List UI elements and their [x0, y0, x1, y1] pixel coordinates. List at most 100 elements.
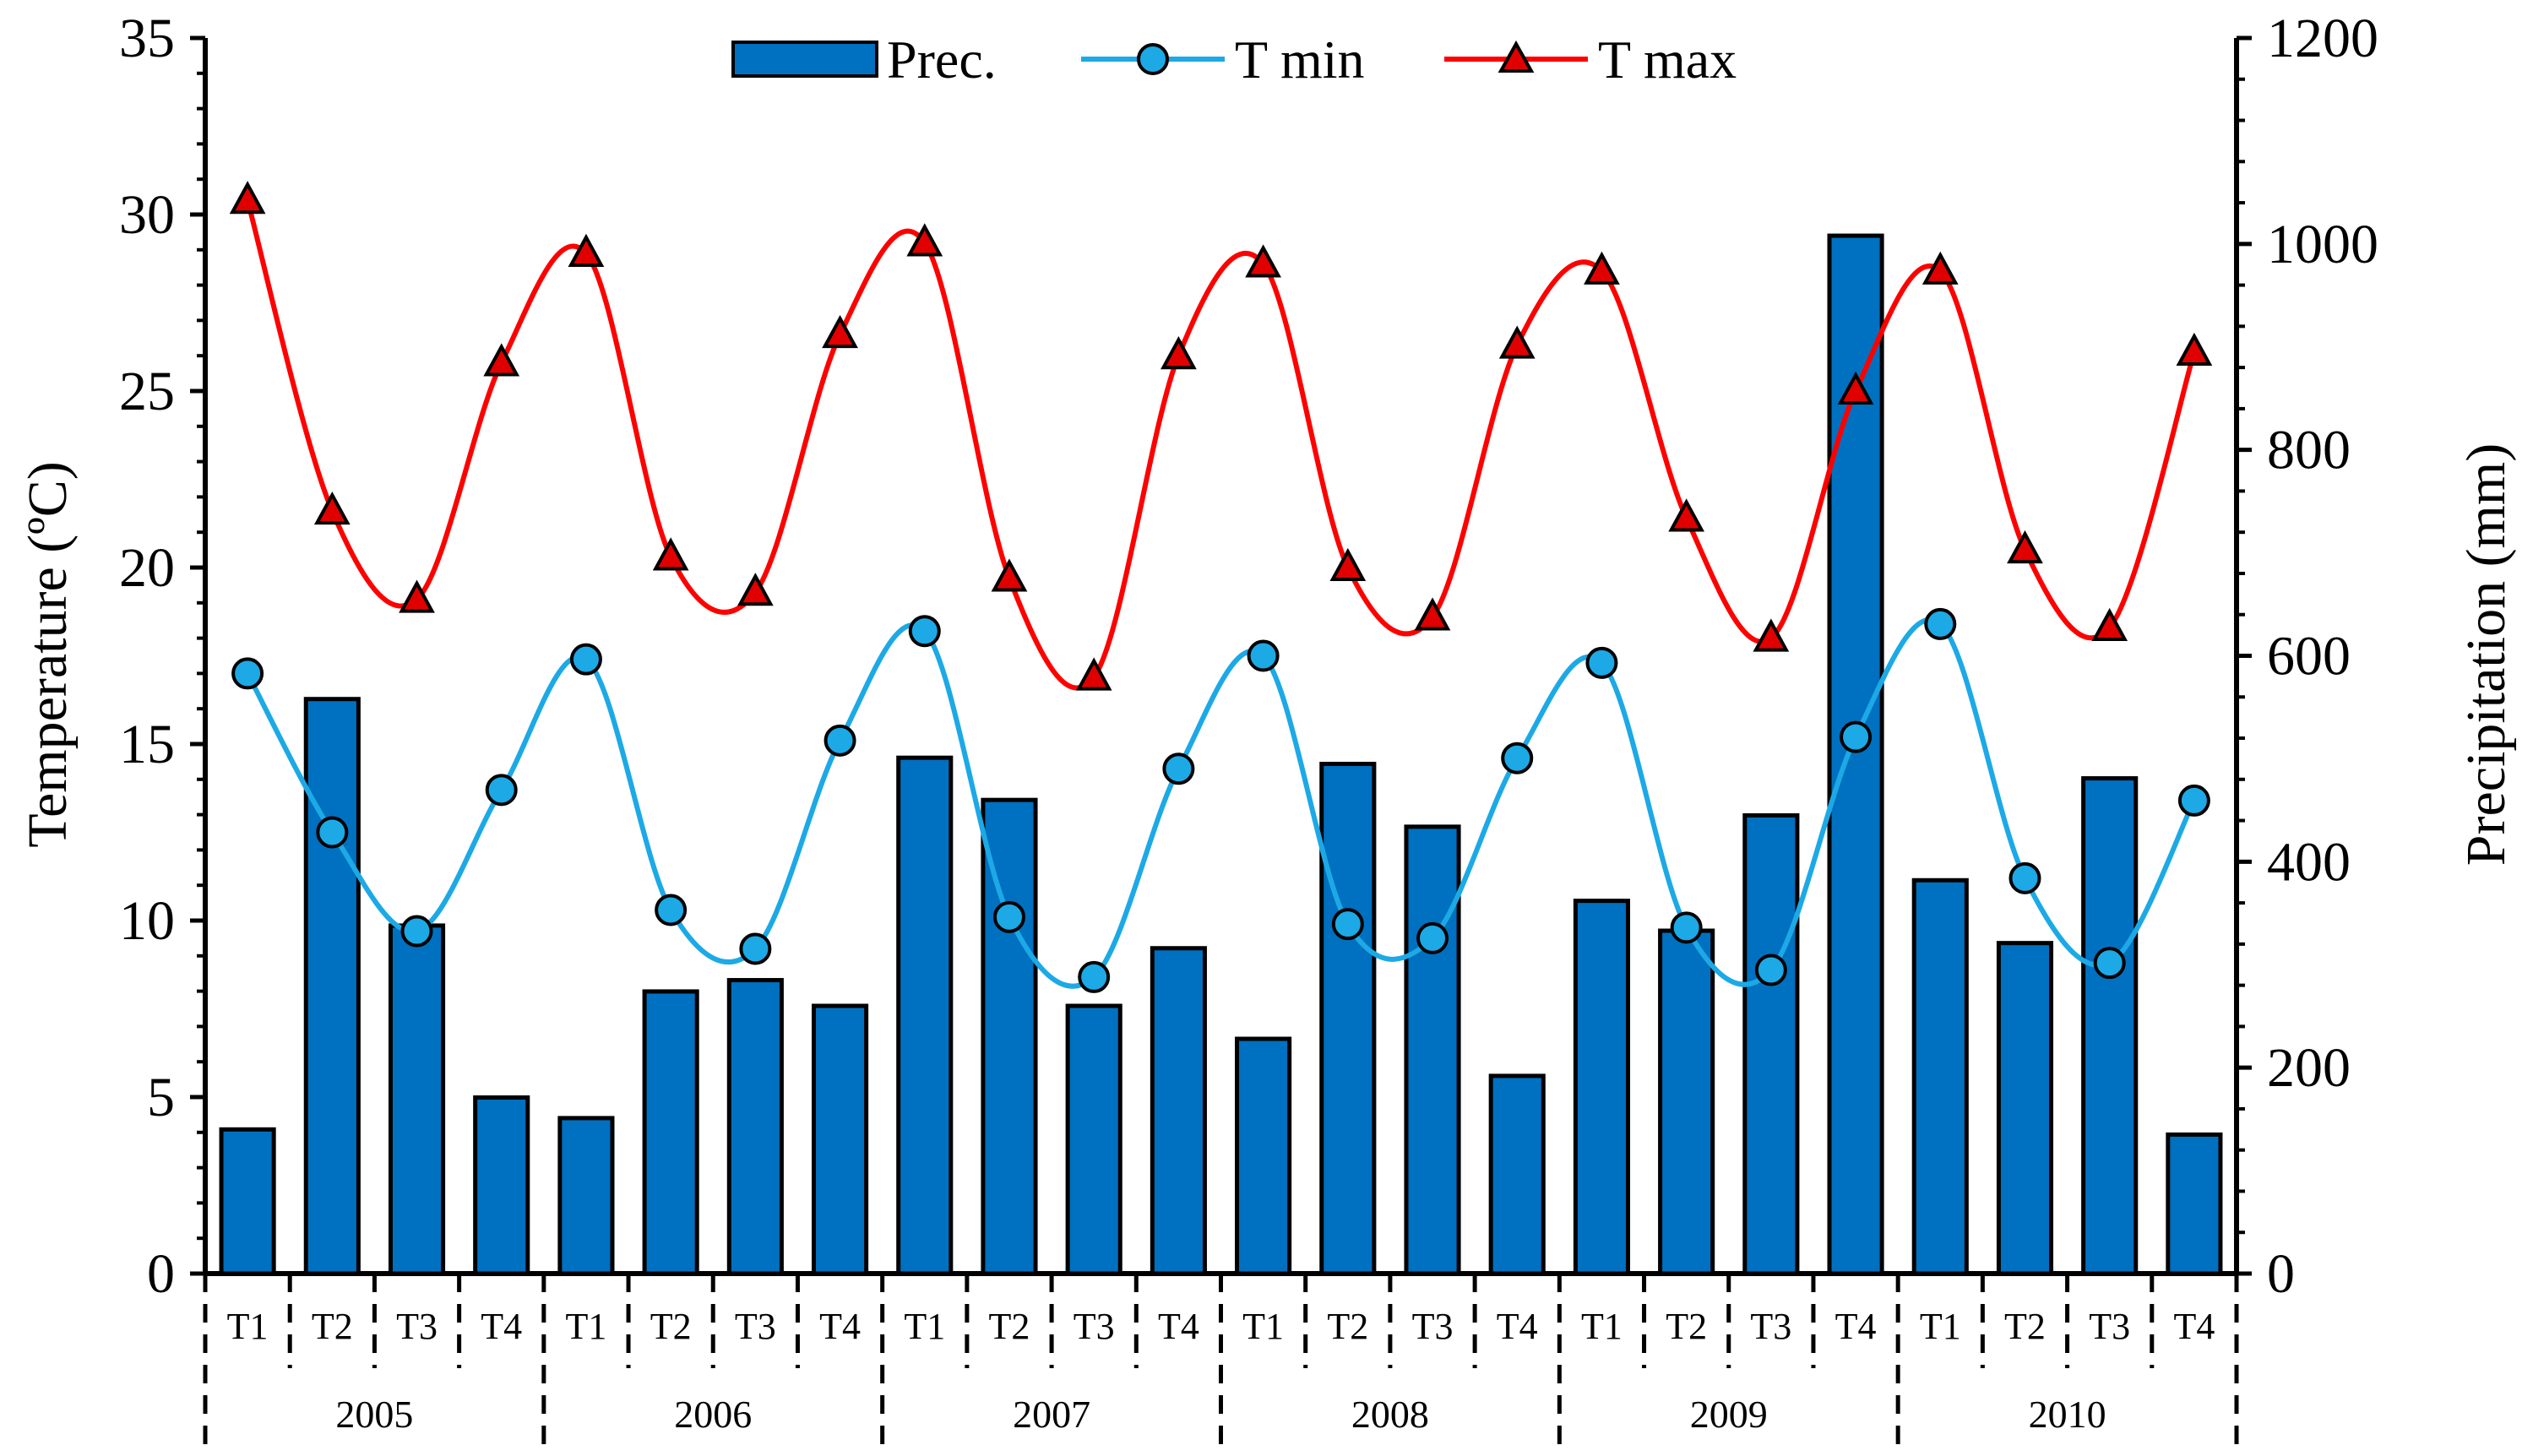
tmin-point	[2093, 947, 2126, 980]
period-label: T2	[312, 1306, 353, 1347]
year-label: 2007	[1013, 1393, 1090, 1436]
prec-bar	[1065, 1003, 1122, 1276]
tmin-point	[908, 615, 941, 648]
tmax-point	[652, 537, 689, 571]
x-category-labels: T1 T2 T3 T4 T1 T2 T3 T4 T1 T2 T3 T4 T1 T2 T3 T4 T1 T2 T3 T4…	[203, 1274, 2239, 1456]
tmax-point	[906, 223, 943, 257]
tmax-point	[1329, 547, 1367, 581]
period-label: T3	[396, 1306, 438, 1347]
period-label: T3	[2089, 1306, 2130, 1347]
prec-bar	[1658, 928, 1715, 1276]
right-tick-label: 800	[2267, 420, 2351, 481]
right-tick-label: 0	[2267, 1243, 2295, 1305]
tmin-point	[1924, 607, 1957, 640]
tmax-point	[1245, 244, 1281, 278]
legend-tmin-label: T min	[1235, 30, 1365, 90]
tmax-point	[737, 573, 774, 606]
prec-bar	[1742, 812, 1800, 1276]
tmin-point	[1331, 908, 1364, 941]
year-label: 2006	[674, 1393, 752, 1436]
tmax-point	[1837, 371, 1874, 405]
tmin-point	[231, 657, 264, 690]
period-label: T3	[1412, 1306, 1454, 1347]
tmin-point	[485, 774, 518, 807]
tmin-point	[1754, 953, 1787, 986]
prec-bar	[1827, 233, 1884, 1276]
tmin-point	[2008, 861, 2041, 894]
left-tick-label: 35	[119, 8, 175, 69]
prec-bar	[219, 1127, 276, 1276]
prec-bar	[303, 697, 361, 1276]
tmax-point	[399, 579, 435, 613]
legend-tmax-label: T max	[1598, 30, 1737, 90]
tmax-point	[1498, 325, 1536, 359]
tmin-point	[1162, 752, 1195, 785]
right-tick-label: 400	[2267, 831, 2351, 893]
tmax-point	[2176, 332, 2213, 367]
tmax-point	[313, 491, 351, 525]
period-label: T2	[650, 1306, 692, 1347]
temperature-lines	[229, 181, 2213, 993]
prec-bar	[2081, 776, 2139, 1276]
prec-bar	[1319, 762, 1377, 1276]
tmax-point	[229, 181, 266, 215]
tmin-point	[569, 643, 602, 676]
left-tick-label: 0	[147, 1243, 175, 1305]
right-axis-title: Precipitation (mm)	[2455, 443, 2517, 866]
period-label: T4	[1158, 1306, 1199, 1347]
tmax-point	[1414, 597, 1451, 631]
year-label: 2008	[1351, 1393, 1429, 1436]
tmin-point	[400, 915, 433, 948]
tmax-point	[483, 343, 520, 377]
left-axis-ticks: 0 5 10 15 20 25 30 35	[119, 8, 205, 1305]
prec-bar	[726, 978, 784, 1276]
period-label: T2	[1327, 1306, 1368, 1347]
left-axis-title: Temperature (ºC)	[17, 461, 79, 847]
tmin-point	[316, 816, 349, 849]
tmin-point	[2177, 784, 2210, 817]
period-label: T2	[1666, 1306, 1707, 1347]
left-tick-label: 25	[119, 361, 175, 422]
period-label: T4	[481, 1306, 522, 1347]
prec-bar	[1235, 1036, 1292, 1276]
period-label: T1	[1581, 1306, 1623, 1347]
period-label: T2	[989, 1306, 1030, 1347]
tmin-point	[1416, 921, 1449, 954]
prec-bar	[1488, 1073, 1546, 1276]
prec-bar	[1150, 946, 1207, 1276]
right-tick-label: 1200	[2267, 8, 2378, 69]
tmin-point	[992, 900, 1025, 933]
year-label: 2009	[1690, 1393, 1768, 1436]
year-label: 2010	[2029, 1393, 2106, 1436]
prec-bar	[473, 1095, 530, 1276]
period-label: T1	[227, 1306, 269, 1347]
prec-bar	[811, 1003, 869, 1276]
period-label: T4	[1497, 1306, 1538, 1347]
period-label: T2	[2004, 1306, 2046, 1347]
left-tick-label: 15	[119, 714, 175, 775]
tmin-point	[1078, 960, 1111, 993]
prec-bar	[1996, 941, 2054, 1276]
tmax-point	[1668, 498, 1705, 532]
right-tick-label: 600	[2267, 626, 2351, 687]
right-tick-label: 1000	[2267, 214, 2378, 275]
tmax-point	[1584, 251, 1620, 285]
prec-bar	[557, 1116, 615, 1276]
period-label: T3	[735, 1306, 776, 1347]
period-label: T1	[904, 1306, 945, 1347]
tmax-point	[1921, 251, 1959, 285]
prec-bar	[1911, 877, 1969, 1276]
period-label: T1	[1242, 1306, 1284, 1347]
period-label: T3	[1750, 1306, 1791, 1347]
tmin-point	[1840, 720, 1873, 753]
period-label: T1	[1920, 1306, 1961, 1347]
legend-tmin-marker	[1137, 43, 1169, 75]
left-tick-label: 30	[119, 184, 175, 246]
tmin-point	[1247, 639, 1280, 672]
tmax-point	[1753, 618, 1790, 652]
period-label: T4	[1835, 1306, 1877, 1347]
legend: Prec. T min T max	[731, 30, 1737, 90]
left-tick-label: 20	[119, 537, 175, 599]
prec-bar	[642, 989, 699, 1276]
tmin-point	[1585, 646, 1618, 679]
